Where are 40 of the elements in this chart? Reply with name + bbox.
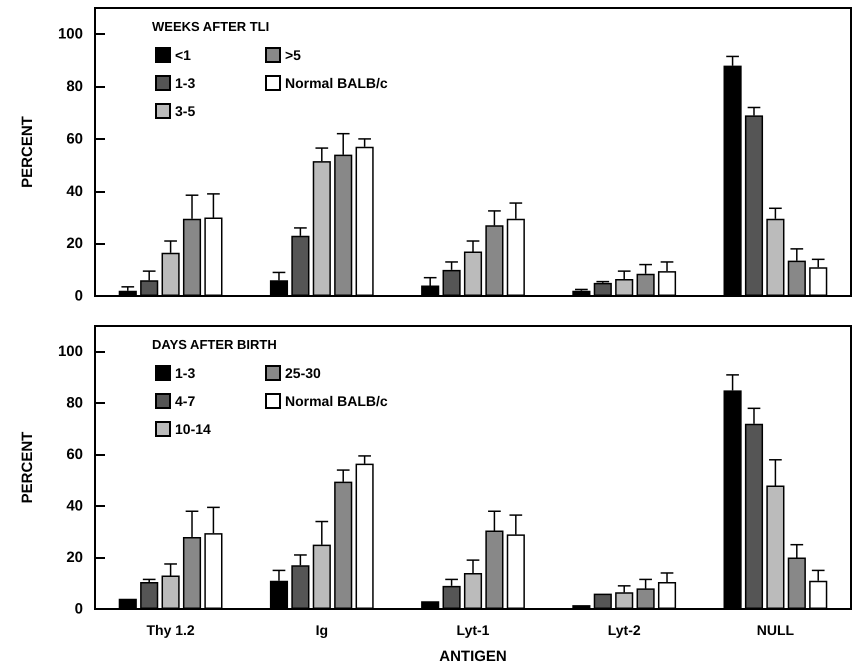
legend-label: 25-30 <box>285 365 322 381</box>
x-axis-title: ANTIGEN <box>439 648 507 665</box>
legend-label: 1-3 <box>175 365 196 381</box>
bar <box>118 598 137 609</box>
y-tick-label: 20 <box>66 549 83 566</box>
x-tick-label: Lyt-2 <box>608 622 641 638</box>
y-tick-label: 80 <box>66 78 83 96</box>
bar <box>572 290 590 296</box>
y-tick-label: 80 <box>66 394 83 412</box>
legend-label: Normal BALB/c <box>285 75 388 91</box>
bar <box>140 582 158 609</box>
legend-title: DAYS AFTER BIRTH <box>152 337 277 352</box>
legend-label: Normal BALB/c <box>285 393 388 409</box>
y-tick-label: 0 <box>74 600 83 618</box>
y-tick-label: 20 <box>66 235 83 252</box>
bar <box>594 282 612 296</box>
x-tick-label: Lyt-1 <box>456 622 490 638</box>
y-tick-label: 40 <box>66 182 83 200</box>
x-tick-label: Thy 1.2 <box>146 622 195 638</box>
legend-title: WEEKS AFTER TLI <box>152 19 270 34</box>
y-axis-title: PERCENT <box>19 432 36 504</box>
y-tick-label: 40 <box>66 498 83 515</box>
y-tick-label: 0 <box>74 288 83 304</box>
y-tick-label: 60 <box>66 446 83 464</box>
legend-label: 3-5 <box>175 103 196 119</box>
y-tick-label: 100 <box>58 26 83 43</box>
x-tick-label: NULL <box>756 622 795 638</box>
legend-label: 10-14 <box>175 421 212 437</box>
y-axis-title: PERCENT <box>19 116 36 188</box>
bar <box>594 594 612 609</box>
legend-label: <1 <box>175 47 192 63</box>
y-tick-label: 60 <box>66 130 83 148</box>
bar <box>118 290 137 296</box>
bar <box>421 601 440 609</box>
y-tick-label: 100 <box>58 343 83 360</box>
legend-label: 4-7 <box>175 393 196 409</box>
legend-label: >5 <box>285 47 302 63</box>
x-tick-label: Ig <box>316 622 328 638</box>
legend-label: 1-3 <box>175 75 196 91</box>
bar <box>572 605 590 609</box>
